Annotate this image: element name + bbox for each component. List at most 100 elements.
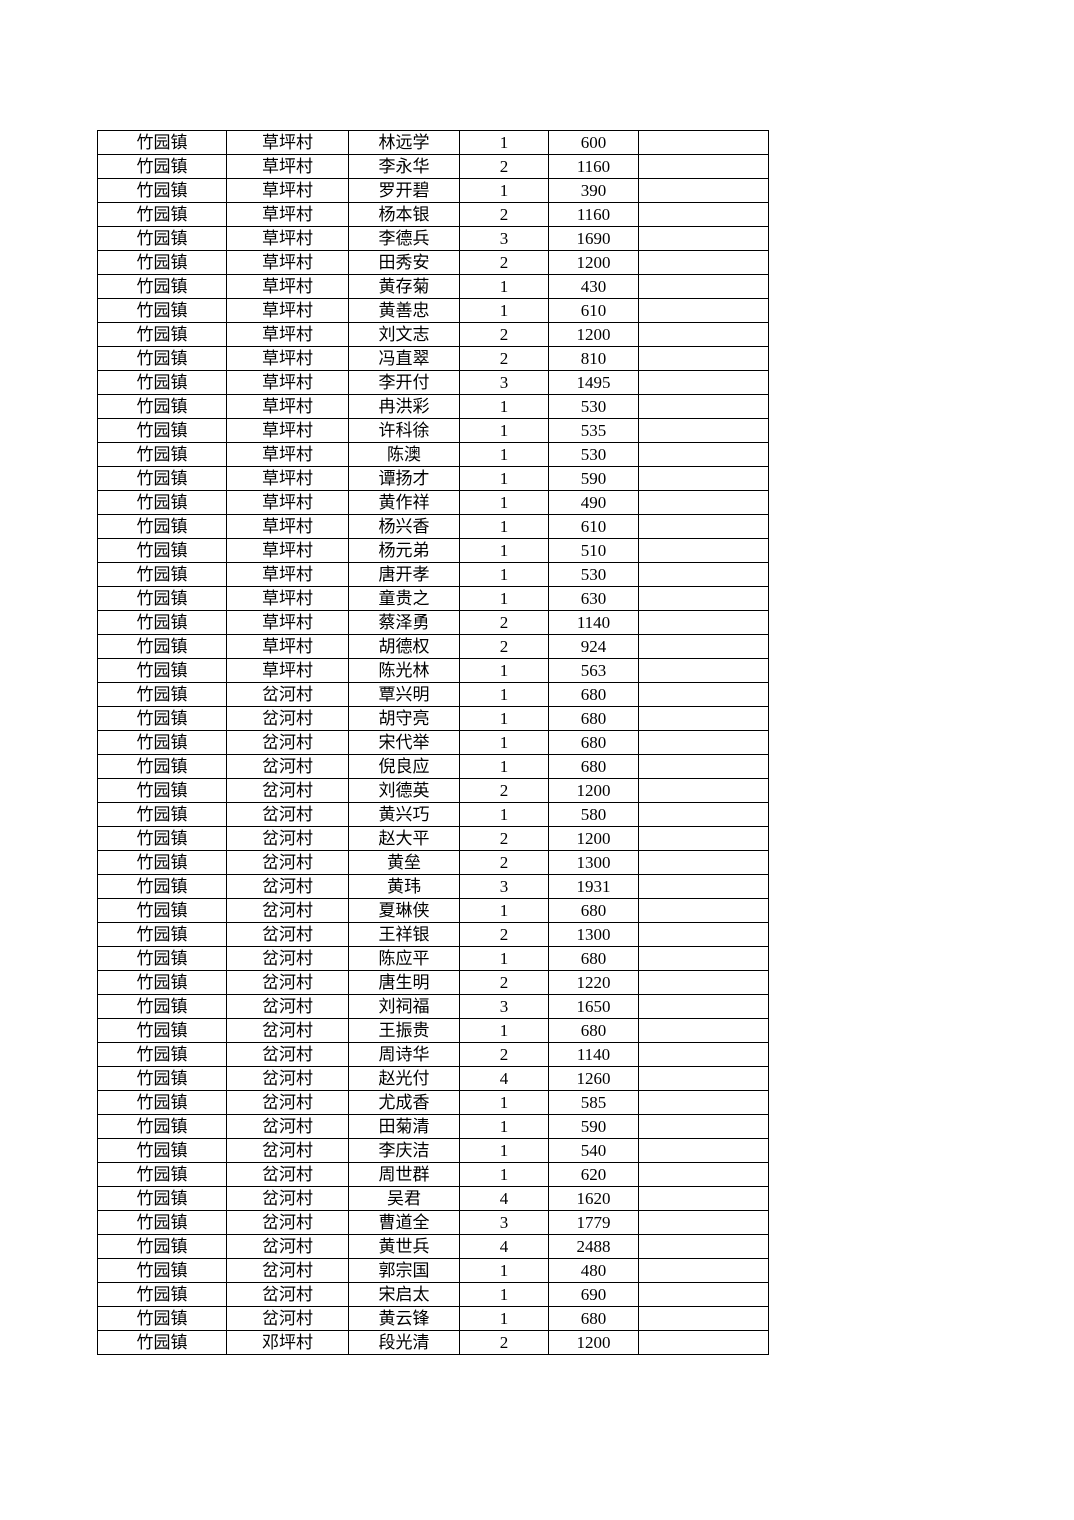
amount-cell: 580 [548,802,639,827]
name-cell: 陈光林 [348,658,460,683]
amount-cell: 680 [548,730,639,755]
count-cell: 1 [459,538,549,563]
table-row: 竹园镇 草坪村 刘文志 2 1200 [97,322,769,347]
remark-cell [638,1306,769,1331]
count-cell: 2 [459,1042,549,1067]
town-cell: 竹园镇 [97,1114,227,1139]
village-cell: 草坪村 [226,226,349,251]
amount-cell: 390 [548,178,639,203]
town-cell: 竹园镇 [97,1162,227,1187]
remark-cell [638,922,769,947]
remark-cell [638,202,769,227]
name-cell: 曹道全 [348,1210,460,1235]
village-cell: 草坪村 [226,442,349,467]
count-cell: 3 [459,226,549,251]
table-row: 竹园镇 草坪村 黄善忠 1 610 [97,298,769,323]
name-cell: 段光清 [348,1330,460,1355]
amount-cell: 924 [548,634,639,659]
town-cell: 竹园镇 [97,130,227,155]
table-row: 竹园镇 草坪村 陈光林 1 563 [97,658,769,683]
name-cell: 宋启太 [348,1282,460,1307]
town-cell: 竹园镇 [97,1258,227,1283]
village-cell: 岔河村 [226,802,349,827]
count-cell: 2 [459,850,549,875]
remark-cell [638,346,769,371]
amount-cell: 1160 [548,154,639,179]
village-cell: 岔河村 [226,1282,349,1307]
amount-cell: 530 [548,442,639,467]
amount-cell: 590 [548,466,639,491]
remark-cell [638,706,769,731]
remark-cell [638,730,769,755]
amount-cell: 480 [548,1258,639,1283]
remark-cell [638,610,769,635]
amount-cell: 1200 [548,778,639,803]
amount-cell: 680 [548,682,639,707]
amount-cell: 1200 [548,826,639,851]
village-cell: 岔河村 [226,1114,349,1139]
name-cell: 黄世兵 [348,1234,460,1259]
count-cell: 1 [459,514,549,539]
town-cell: 竹园镇 [97,898,227,923]
village-cell: 岔河村 [226,706,349,731]
town-cell: 竹园镇 [97,922,227,947]
town-cell: 竹园镇 [97,682,227,707]
village-cell: 草坪村 [226,250,349,275]
count-cell: 1 [459,898,549,923]
village-cell: 草坪村 [226,322,349,347]
remark-cell [638,1210,769,1235]
table-row: 竹园镇 草坪村 黄作祥 1 490 [97,490,769,515]
table-row: 竹园镇 岔河村 李庆洁 1 540 [97,1138,769,1163]
remark-cell [638,634,769,659]
table-row: 竹园镇 草坪村 冉洪彩 1 530 [97,394,769,419]
name-cell: 王祥银 [348,922,460,947]
name-cell: 尤成香 [348,1090,460,1115]
village-cell: 岔河村 [226,874,349,899]
village-cell: 岔河村 [226,1042,349,1067]
amount-cell: 610 [548,298,639,323]
remark-cell [638,226,769,251]
count-cell: 1 [459,490,549,515]
town-cell: 竹园镇 [97,346,227,371]
town-cell: 竹园镇 [97,1090,227,1115]
remark-cell [638,1042,769,1067]
amount-cell: 1931 [548,874,639,899]
name-cell: 许科徐 [348,418,460,443]
table-row: 竹园镇 草坪村 唐开孝 1 530 [97,562,769,587]
count-cell: 2 [459,610,549,635]
village-cell: 草坪村 [226,586,349,611]
amount-cell: 490 [548,490,639,515]
remark-cell [638,562,769,587]
name-cell: 杨兴香 [348,514,460,539]
count-cell: 4 [459,1186,549,1211]
table-row: 竹园镇 邓坪村 段光清 2 1200 [97,1330,769,1355]
village-cell: 草坪村 [226,154,349,179]
remark-cell [638,874,769,899]
count-cell: 3 [459,1210,549,1235]
amount-cell: 585 [548,1090,639,1115]
table-row: 竹园镇 岔河村 胡守亮 1 680 [97,706,769,731]
town-cell: 竹园镇 [97,298,227,323]
count-cell: 2 [459,202,549,227]
remark-cell [638,418,769,443]
town-cell: 竹园镇 [97,706,227,731]
amount-cell: 680 [548,946,639,971]
table-row: 竹园镇 草坪村 杨本银 2 1160 [97,202,769,227]
town-cell: 竹园镇 [97,466,227,491]
town-cell: 竹园镇 [97,562,227,587]
name-cell: 刘德英 [348,778,460,803]
amount-cell: 1779 [548,1210,639,1235]
name-cell: 郭宗国 [348,1258,460,1283]
table-row: 竹园镇 岔河村 田菊清 1 590 [97,1114,769,1139]
count-cell: 3 [459,994,549,1019]
name-cell: 赵大平 [348,826,460,851]
count-cell: 2 [459,826,549,851]
remark-cell [638,850,769,875]
count-cell: 4 [459,1066,549,1091]
table-row: 竹园镇 岔河村 黄兴巧 1 580 [97,802,769,827]
amount-cell: 1300 [548,850,639,875]
village-cell: 草坪村 [226,274,349,299]
name-cell: 杨元弟 [348,538,460,563]
village-cell: 草坪村 [226,514,349,539]
name-cell: 黄作祥 [348,490,460,515]
